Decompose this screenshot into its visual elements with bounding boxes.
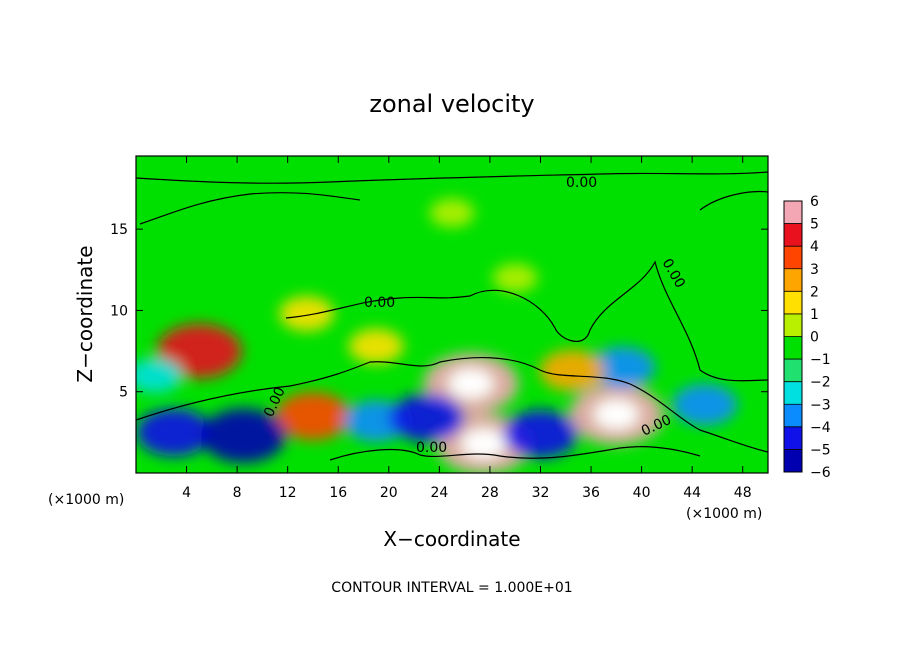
x-tick-label: 28: [481, 485, 499, 501]
zero-contour-lower: [136, 357, 768, 453]
colorbar-label: 4: [810, 239, 819, 255]
colorbar-segment: [784, 291, 802, 315]
field-feature: [539, 349, 605, 392]
field-feature: [156, 323, 242, 379]
y-axis-label: Z−coordinate: [73, 245, 97, 382]
colorbar-label: 3: [810, 262, 819, 278]
colorbar-label: −5: [810, 442, 831, 458]
x-tick-label: 24: [430, 485, 448, 501]
x-tick-label: 36: [582, 485, 600, 501]
colorbar-segment: [784, 404, 802, 428]
x-tick-label: 20: [380, 485, 398, 501]
colorbar-segment: [784, 426, 802, 450]
colorbar-label: 5: [810, 217, 819, 233]
field-feature: [348, 328, 404, 364]
field-feature: [200, 408, 286, 463]
x-axis-label: X−coordinate: [383, 527, 520, 551]
colorbar-label: 6: [810, 194, 819, 210]
x-unit-right: (×1000 m): [686, 506, 762, 522]
colorbar: 6 5 4 3 2 1 0 −1 −2 −3 −4 −5 −6: [783, 194, 831, 481]
colorbar-segment: [784, 268, 802, 292]
field-feature: [279, 296, 335, 332]
field-feature: [275, 392, 351, 441]
field-feature-core: [460, 428, 507, 459]
colorbar-label: 1: [810, 307, 819, 323]
y-tick-label: 5: [119, 385, 128, 401]
zero-contour-middle: [285, 260, 768, 382]
field-feature: [389, 393, 465, 442]
x-tick-label: 12: [279, 485, 297, 501]
colorbar-label: −3: [810, 397, 831, 413]
colorbar-segment: [784, 336, 802, 360]
x-tick-label: 44: [683, 485, 701, 501]
x-tick-label: 4: [182, 485, 191, 501]
field-feature: [136, 357, 183, 394]
contour-label: 0.00: [566, 175, 597, 191]
field-feature: [429, 198, 475, 228]
field-feature-core: [448, 368, 494, 399]
colorbar-segment: [784, 246, 802, 270]
contour-label: 0.00: [416, 440, 447, 456]
x-tick-label: 40: [633, 485, 651, 501]
colorbar-segment: [784, 359, 802, 383]
x-tick-label: 8: [233, 485, 242, 501]
x-unit-left: (×1000 m): [48, 492, 124, 508]
field-feature: [502, 409, 578, 458]
colorbar-segment: [784, 313, 802, 337]
x-tick-label: 16: [329, 485, 347, 501]
zero-contour-right: [699, 190, 768, 211]
colorbar-label: −1: [810, 352, 831, 368]
contour-interval-note: CONTOUR INTERVAL = 1.000E+01: [331, 580, 572, 596]
field-feature: [672, 383, 738, 426]
y-tick-label: 10: [110, 303, 128, 319]
colorbar-label: −2: [810, 375, 831, 391]
contour-label: 0.00: [364, 295, 395, 311]
zero-contour-upper-2: [139, 192, 361, 225]
colorbar-label: 2: [810, 284, 819, 300]
colorbar-label: 0: [810, 330, 819, 346]
colorbar-segment: [784, 381, 802, 405]
field-feature: [136, 408, 212, 457]
colorbar-segment: [784, 201, 802, 225]
colorbar-label: −4: [810, 420, 831, 436]
colorbar-label: −6: [810, 465, 831, 481]
zero-contour-bottom: [329, 446, 701, 461]
y-tick-label: 15: [110, 222, 128, 238]
field-feature-core: [593, 399, 640, 430]
colorbar-segment: [784, 449, 802, 473]
plot-frame: [135, 155, 769, 474]
field-feature: [492, 263, 538, 293]
x-tick-label: 48: [734, 485, 752, 501]
chart-title: zonal velocity: [369, 90, 534, 118]
x-tick-label: 32: [532, 485, 550, 501]
colorbar-segment: [784, 223, 802, 247]
zero-contour-upper: [136, 171, 768, 184]
